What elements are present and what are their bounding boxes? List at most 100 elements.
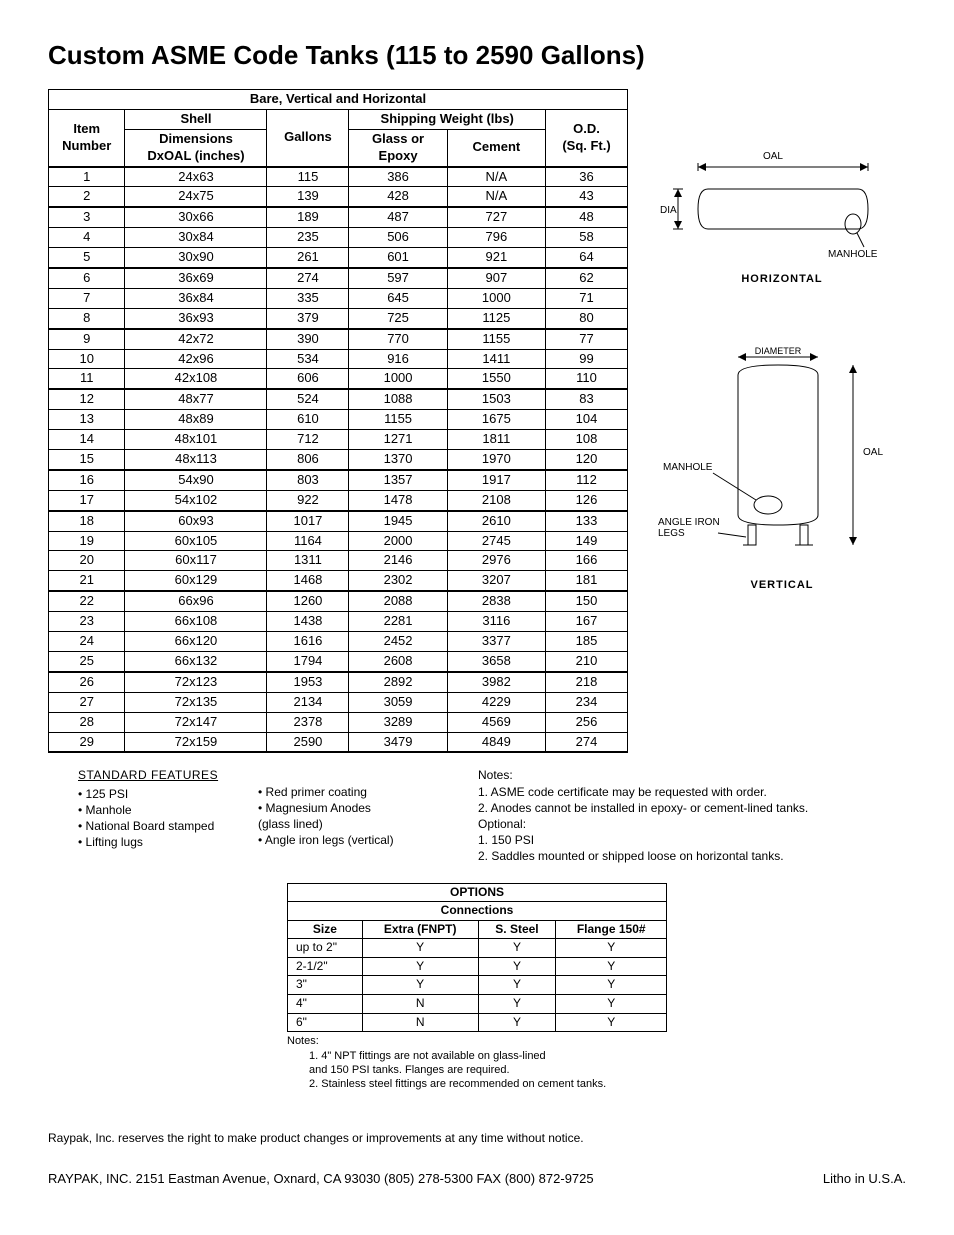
table-cell: Y [362,976,478,995]
table-cell: 3207 [447,571,545,591]
table-cell: 13 [49,410,125,430]
table-row: 1248x775241088150383 [49,389,628,409]
table-cell: 104 [546,410,628,430]
features-notes: STANDARD FEATURES • 125 PSI • Manhole • … [48,767,906,864]
table-cell: 1945 [349,511,447,531]
table-cell: 2745 [447,531,545,551]
th-shell: DimensionsDxOAL (inches) [125,129,267,166]
table-cell: 24x63 [125,167,267,187]
table-row: 2672x123195328923982218 [49,672,628,692]
table-cell: Y [556,1013,667,1032]
table-cell: 3377 [447,632,545,652]
table-cell: 23 [49,612,125,632]
table-row: 124x63115386N/A36 [49,167,628,187]
table-cell: 712 [267,430,349,450]
table-cell: N [362,995,478,1014]
table-cell: 48x89 [125,410,267,430]
table-cell: 60x117 [125,551,267,571]
note-line: 1. 150 PSI [478,832,906,848]
features-title: STANDARD FEATURES [78,767,228,783]
table-cell: 1503 [447,389,545,409]
table-cell: N/A [447,187,545,207]
feature-item: • Angle iron legs (vertical) [258,832,448,848]
table-cell: 1357 [349,470,447,490]
table-cell: 428 [349,187,447,207]
table-row: 1548x11380613701970120 [49,450,628,470]
feature-item: (glass lined) [258,816,448,832]
table-cell: 922 [267,490,349,510]
table-cell: 66x132 [125,651,267,671]
table-row: 1448x10171212711811108 [49,430,628,450]
table-cell: 4" [288,995,363,1014]
table-cell: 3" [288,976,363,995]
table-cell: 390 [267,329,349,349]
table-cell: 2892 [349,672,447,692]
table-cell: 16 [49,470,125,490]
footer: RAYPAK, INC. 2151 Eastman Avenue, Oxnard… [48,1171,906,1186]
table-cell: 99 [546,349,628,369]
table-cell: 803 [267,470,349,490]
table-cell: 18 [49,511,125,531]
feature-item: • Manhole [78,802,228,818]
table-cell: 1811 [447,430,545,450]
table-cell: 64 [546,248,628,268]
table-row: 1860x93101719452610133 [49,511,628,531]
table-cell: 120 [546,450,628,470]
table-cell: 26 [49,672,125,692]
table-cell: 235 [267,228,349,248]
table-cell: 80 [546,308,628,328]
table-cell: 3658 [447,651,545,671]
table-cell: 1000 [349,369,447,389]
table-cell: 48 [546,207,628,227]
table-row: 3"YYY [288,976,667,995]
th-cement: Cement [447,129,545,166]
table-cell: 189 [267,207,349,227]
table-cell: 2590 [267,732,349,752]
table-cell: 256 [546,712,628,732]
table-cell: 8 [49,308,125,328]
table-row: 1042x96534916141199 [49,349,628,369]
table-cell: 2378 [267,712,349,732]
table-cell: 30x90 [125,248,267,268]
table-cell: 1616 [267,632,349,652]
table-cell: 108 [546,430,628,450]
th-shell-top: Shell [125,109,267,129]
table-cell: 597 [349,268,447,288]
feature-item: • National Board stamped [78,818,228,834]
table-cell: 1 [49,167,125,187]
table-cell: 72x147 [125,712,267,732]
table-cell: 2134 [267,692,349,712]
table-cell: 72x123 [125,672,267,692]
table-cell: 1550 [447,369,545,389]
svg-text:DIA.: DIA. [660,205,679,216]
table-cell: 133 [546,511,628,531]
table-row: 836x93379725112580 [49,308,628,328]
table-cell: 261 [267,248,349,268]
table-cell: Y [478,1013,556,1032]
opt-th: Extra (FNPT) [362,920,478,939]
opt-notes-title: Notes: [287,1034,667,1048]
table-cell: 14 [49,430,125,450]
table-cell: 28 [49,712,125,732]
table-row: 1960x105116420002745149 [49,531,628,551]
table-cell: 806 [267,450,349,470]
table-row: 1654x9080313571917112 [49,470,628,490]
table-cell: 1125 [447,308,545,328]
table-cell: 66x108 [125,612,267,632]
table-cell: 185 [546,632,628,652]
table-cell: 54x90 [125,470,267,490]
table-cell: 77 [546,329,628,349]
table-cell: 1164 [267,531,349,551]
feature-item: • Red primer coating [258,784,448,800]
svg-text:OAL: OAL [763,151,783,162]
table-cell: Y [478,957,556,976]
table-cell: 2608 [349,651,447,671]
table-cell: 727 [447,207,545,227]
table-cell: 1794 [267,651,349,671]
table-cell: Y [362,939,478,958]
table-cell: 1271 [349,430,447,450]
table-cell: 20 [49,551,125,571]
table-cell: 2088 [349,591,447,611]
table-cell: 725 [349,308,447,328]
svg-text:LEGS: LEGS [658,528,685,539]
